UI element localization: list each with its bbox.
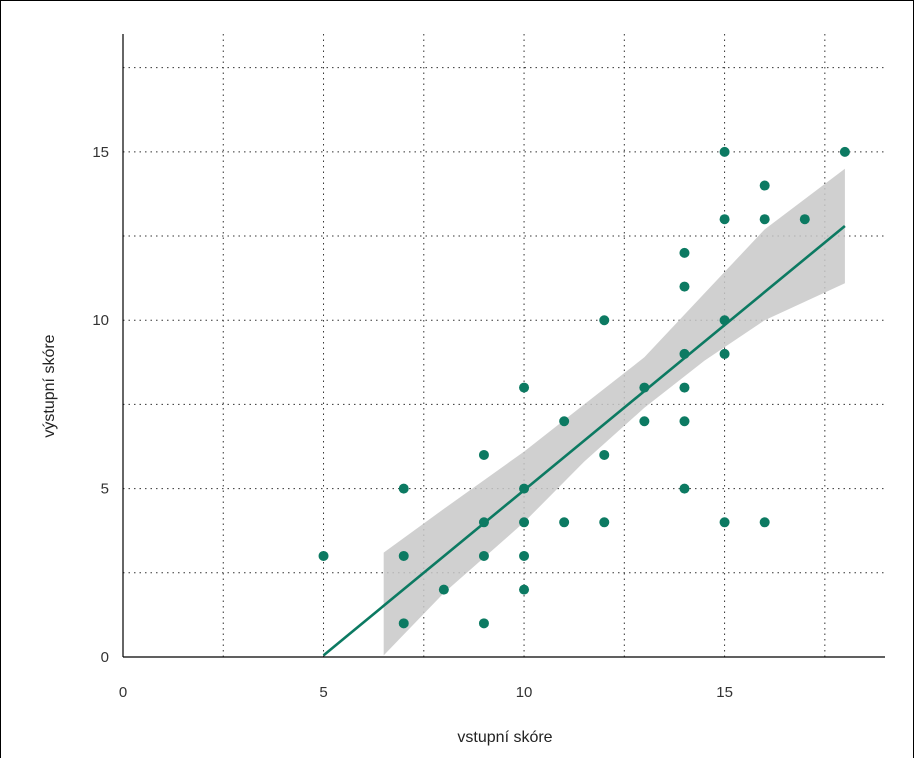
axes [122, 34, 885, 658]
y-tick-label-5: 5 [101, 481, 109, 498]
data-point-26 [679, 247, 690, 258]
data-point-22 [679, 416, 690, 427]
data-point-13 [519, 382, 530, 393]
data-point-27 [719, 517, 730, 528]
data-point-6 [478, 550, 489, 561]
data-point-5 [478, 618, 489, 629]
x-tick-label-0: 0 [119, 684, 127, 701]
data-point-20 [639, 382, 650, 393]
data-point-23 [679, 382, 690, 393]
confidence-band-layer [383, 168, 845, 656]
data-point-25 [679, 281, 690, 292]
data-point-11 [519, 517, 530, 528]
data-point-10 [519, 550, 530, 561]
data-point-29 [719, 315, 730, 326]
regression-line-layer [322, 224, 846, 657]
data-point-36 [839, 146, 850, 157]
grid-lines [123, 34, 885, 657]
data-point-7 [478, 517, 489, 528]
tick-labels: 0 5 10 15 0 5 10 15 [92, 144, 733, 701]
data-point-35 [799, 214, 810, 225]
data-point-9 [519, 584, 530, 595]
data-point-34 [759, 180, 770, 191]
y-tick-label-0: 0 [101, 649, 109, 666]
x-axis-title: vstupní skóre [457, 729, 552, 746]
data-point-21 [679, 483, 690, 494]
x-tick-label-10: 10 [516, 684, 533, 701]
data-point-32 [759, 517, 770, 528]
data-point-2 [398, 550, 409, 561]
data-point-12 [519, 483, 530, 494]
y-tick-label-10: 10 [92, 312, 109, 329]
data-point-4 [438, 584, 449, 595]
data-point-1 [398, 618, 409, 629]
data-point-33 [759, 214, 770, 225]
data-point-28 [719, 348, 730, 359]
data-point-17 [599, 449, 610, 460]
x-tick-label-15: 15 [716, 684, 733, 701]
data-point-3 [398, 483, 409, 494]
data-point-8 [478, 449, 489, 460]
data-point-14 [559, 517, 570, 528]
y-tick-label-15: 15 [92, 144, 109, 161]
data-point-19 [639, 416, 650, 427]
data-point-15 [559, 416, 570, 427]
data-point-31 [719, 146, 730, 157]
data-point-30 [719, 214, 730, 225]
y-axis-title: výstupní skóre [41, 334, 58, 437]
data-point-24 [679, 348, 690, 359]
x-tick-label-5: 5 [319, 684, 327, 701]
data-points [318, 146, 850, 629]
regression-line [322, 224, 846, 657]
data-point-16 [599, 517, 610, 528]
confidence-band [383, 168, 845, 656]
data-point-18 [599, 315, 610, 326]
data-point-0 [318, 550, 329, 561]
